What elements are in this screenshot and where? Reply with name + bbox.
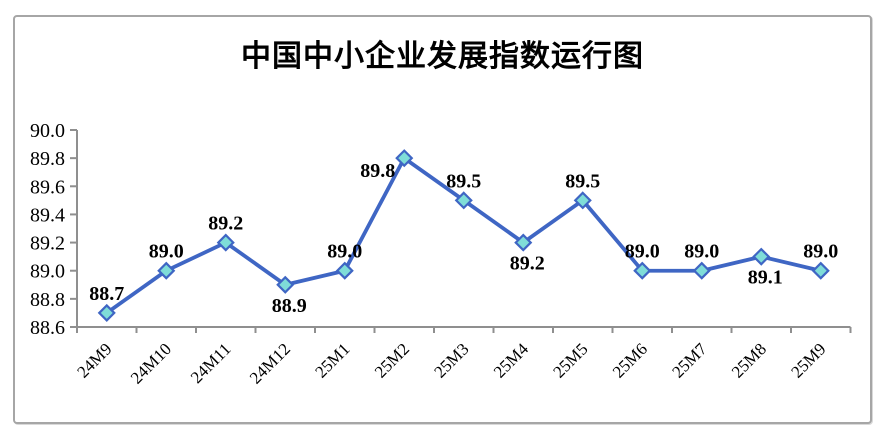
y-axis-tick-label: 89.6	[30, 176, 65, 198]
x-axis-tick-label: 25M2	[371, 339, 413, 381]
data-point-marker	[454, 191, 473, 210]
data-point-label: 88.7	[89, 283, 124, 305]
x-axis-tick-label: 25M3	[430, 339, 472, 381]
data-point-marker	[216, 233, 235, 252]
data-point-marker	[573, 191, 592, 210]
data-point-marker	[97, 303, 116, 322]
data-point-marker	[811, 261, 830, 280]
data-point-label: 88.9	[272, 295, 307, 317]
data-point-marker	[395, 149, 414, 168]
x-axis-tick-label: 25M1	[311, 339, 353, 381]
y-axis-tick-label: 89.2	[30, 233, 65, 255]
data-point-label: 89.0	[149, 241, 184, 263]
y-axis-tick-label: 89.0	[30, 261, 65, 283]
data-point-label: 89.5	[446, 170, 481, 192]
data-point-label: 89.1	[748, 267, 783, 289]
data-point-marker	[514, 233, 533, 252]
y-axis-tick-label: 89.8	[30, 148, 65, 170]
x-axis-tick-label: 25M8	[728, 339, 770, 381]
x-axis-tick-label: 24M10	[127, 339, 175, 387]
x-axis-tick-label: 25M6	[609, 339, 651, 381]
data-point-marker	[692, 261, 711, 280]
chart-frame	[13, 15, 872, 424]
data-point-label: 89.0	[803, 241, 838, 263]
data-point-label: 89.0	[684, 241, 719, 263]
y-axis-tick-label: 89.4	[30, 204, 65, 226]
data-point-label: 89.2	[208, 213, 243, 235]
data-point-label: 89.2	[510, 253, 545, 275]
data-point-marker	[633, 261, 652, 280]
x-axis-tick-label: 25M4	[490, 339, 533, 382]
y-axis-tick-label: 90.0	[30, 120, 65, 142]
x-axis-tick-label: 25M9	[787, 339, 829, 381]
data-point-label: 89.0	[327, 241, 362, 263]
y-axis-tick-label: 88.6	[30, 317, 65, 339]
x-axis-tick-label: 24M9	[73, 339, 115, 381]
data-point-marker	[335, 261, 354, 280]
x-axis-tick-label: 25M5	[549, 339, 591, 381]
data-point-marker	[157, 261, 176, 280]
chart-title: 中国中小企业发展指数运行图	[241, 40, 644, 73]
x-axis-tick-label: 24M12	[246, 339, 294, 387]
x-axis-tick-label: 24M11	[187, 339, 235, 387]
data-point-marker	[276, 275, 295, 294]
y-axis-tick-label: 88.8	[30, 289, 65, 311]
x-axis-tick-label: 25M7	[668, 339, 711, 382]
data-point-label: 89.0	[625, 241, 660, 263]
data-point-marker	[752, 247, 771, 266]
data-point-label: 89.8	[360, 160, 395, 182]
data-point-label: 89.5	[565, 170, 600, 192]
